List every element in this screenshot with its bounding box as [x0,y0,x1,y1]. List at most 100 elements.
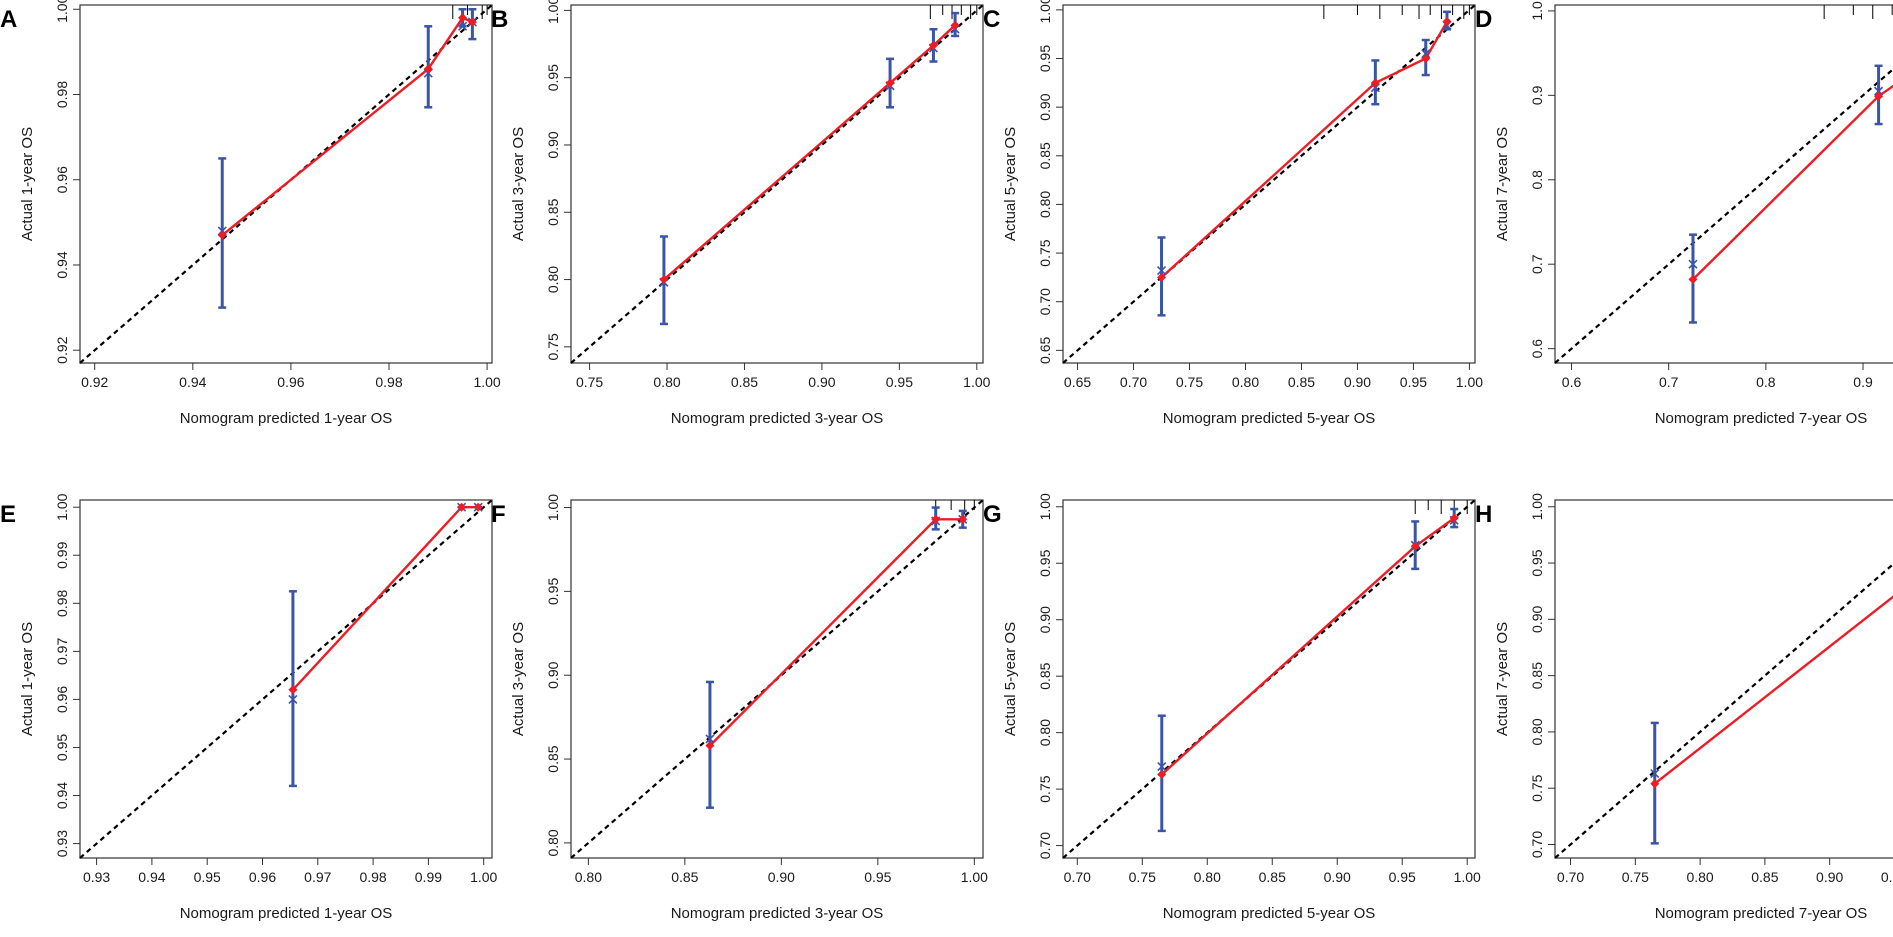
y-tick-label: 1.00 [545,494,561,521]
y-tick-label: 1.00 [1037,0,1053,23]
x-tick-label: 0.65 [1064,374,1091,390]
x-axis-title: Nomogram predicted 7-year OS [1655,905,1868,922]
y-tick-label: 0.8 [1529,170,1545,190]
y-tick-label: 0.80 [545,829,561,856]
panel-d: D0.60.70.80.91.00.60.70.80.91.0Nomogram … [1475,1,1893,427]
x-axis-title: Nomogram predicted 7-year OS [1655,410,1868,427]
y-axis-title: Actual 1-year OS [19,622,36,736]
x-tick-label: 0.85 [1751,869,1778,885]
x-tick-label: 0.75 [1176,374,1203,390]
y-tick-label: 0.98 [54,589,70,616]
data-point-group [467,8,477,41]
ideal-line [79,499,493,859]
data-point-group [1442,10,1452,31]
y-tick-label: 0.75 [1037,239,1053,266]
plot-frame [570,499,984,859]
x-tick-label: 0.92 [81,374,108,390]
rug [1414,500,1468,514]
x-tick-label: 1.00 [473,374,500,390]
x-axis-title: Nomogram predicted 3-year OS [671,410,884,427]
y-tick-label: 0.93 [54,830,70,857]
y-tick-label: 1.00 [1529,493,1545,520]
data-point-group [423,25,433,109]
data-point-group [1410,520,1420,571]
data-point-group [1874,64,1884,126]
y-tick-label: 0.80 [1037,719,1053,746]
data-point-group [1650,721,1660,845]
y-tick-label: 0.90 [1529,605,1545,632]
x-tick-label: 0.75 [1622,869,1649,885]
x-tick-label: 0.95 [864,869,891,885]
y-axis: 0.6 0.7 0.8 0.9 1.0 [1529,1,1555,358]
x-tick-label: 0.94 [179,374,206,390]
y-axis-title: Actual 3-year OS [510,622,527,736]
data-point-group [288,590,298,788]
x-tick-label: 0.96 [249,869,276,885]
y-tick-label: 0.95 [545,64,561,91]
x-tick-label: 0.99 [415,869,442,885]
x-tick-label: 0.70 [1557,869,1584,885]
x-axis: 0.60.70.80.91.0 [1562,363,1873,390]
y-tick-label: 0.95 [1529,549,1545,576]
x-tick-label: 0.97 [304,869,331,885]
x-tick-label: 0.96 [277,374,304,390]
x-tick-label: 0.9 [1853,374,1873,390]
y-tick-label: 0.98 [54,81,70,108]
ideal-line [570,4,984,364]
calibration-point [423,64,433,74]
data-point-group [950,11,960,38]
calibration-line [663,24,956,281]
y-axis-title: Actual 3-year OS [510,127,527,241]
data-point-group [1449,507,1459,529]
x-tick-label: 1.00 [470,869,497,885]
data-point-group [457,502,467,512]
plot-frame [79,4,493,364]
y-tick-label: 0.75 [545,333,561,360]
calibration-point [950,20,960,30]
calibration-point [931,514,941,524]
y-tick-label: 1.00 [1037,493,1053,520]
x-axis-title: Nomogram predicted 5-year OS [1163,410,1376,427]
y-tick-label: 0.7 [1529,254,1545,274]
calibration-point [1688,274,1698,284]
panel-b: B 0.75 0.80 0.85 0.90 0.95 1.00 0.75 0.80 0.85 0.9… [491,0,991,427]
y-axis-title: Actual 5-year OS [1002,622,1019,736]
x-tick-label: 0.95 [886,374,913,390]
plot-frame [1062,4,1476,364]
km-cross-mark [1874,86,1884,96]
x-tick-label: 0.98 [359,869,386,885]
y-tick-label: 0.9 [1529,85,1545,105]
data-point-group [958,509,968,529]
y-tick-label: 0.75 [1037,775,1053,802]
plot-frame [79,499,493,859]
km-cross-mark [1421,49,1431,59]
km-cross-mark [1157,761,1167,772]
x-tick-label: 0.93 [83,869,110,885]
x-tick-label: 1.00 [961,869,988,885]
y-tick-label: 0.90 [545,131,561,158]
x-tick-label: 0.95 [1400,374,1427,390]
y-axis-title: Actual 5-year OS [1002,127,1019,241]
calibration-point [1370,78,1380,88]
km-cross-mark [458,21,468,31]
x-tick-label: 0.80 [1232,374,1259,390]
calibration-point [928,40,938,50]
calibration-point [1442,17,1452,27]
x-axis: 0.65 0.70 0.75 0.80 0.85 0.90 0.95 1.00 [1064,363,1483,390]
y-tick-label: 0.65 [1037,337,1053,364]
calibration-point [1650,779,1660,789]
plot-frame [1062,499,1476,859]
data-point-group [931,506,941,531]
y-axis-title: Actual 1-year OS [19,127,36,241]
y-tick-label: 0.90 [1037,93,1053,120]
x-axis: 0.70 0.75 0.80 0.85 0.90 0.95 1.00 [1064,858,1481,885]
rug [1823,5,1893,19]
x-tick-label: 0.98 [375,374,402,390]
calibration-point [1421,54,1431,64]
calibration-point [1874,91,1884,101]
data-point-group [928,27,939,63]
y-tick-label: 0.99 [54,541,70,568]
x-tick-label: 1.00 [963,374,990,390]
rug [935,500,975,514]
